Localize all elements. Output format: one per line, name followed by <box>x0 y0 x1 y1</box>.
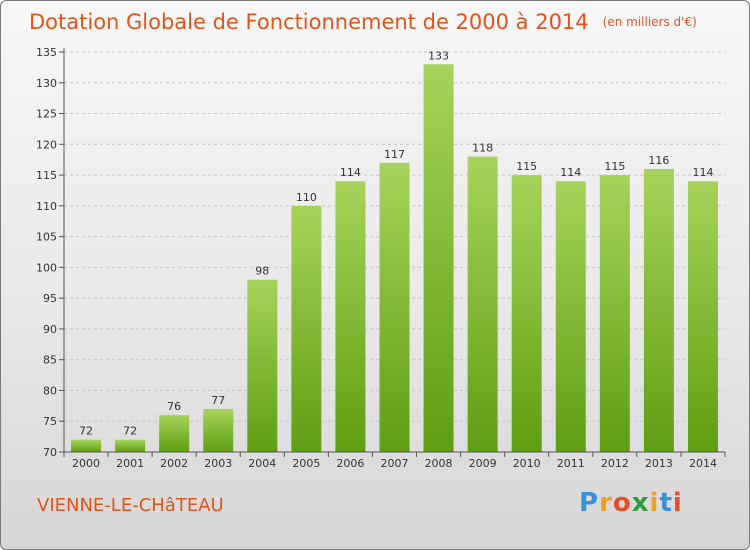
bar <box>599 175 630 453</box>
y-tick-label: 95 <box>43 292 57 305</box>
bar-value-label: 98 <box>255 265 269 278</box>
x-tick-label: 2008 <box>425 457 453 470</box>
bar <box>335 181 366 452</box>
bar-value-label: 114 <box>692 166 713 179</box>
x-tick-label: 2002 <box>160 457 188 470</box>
axes: 70 75 80 85 90 95 100 105 110 115 120 125 130 135 2000… <box>36 46 726 470</box>
bar <box>467 156 498 452</box>
bar <box>687 181 718 452</box>
bar <box>203 408 234 452</box>
y-tick-label: 130 <box>36 77 57 90</box>
x-tick-label: 2001 <box>116 457 144 470</box>
bar-value-label: 117 <box>384 148 405 161</box>
bar <box>159 415 190 452</box>
bar <box>423 64 454 453</box>
y-tick-label: 85 <box>43 354 57 367</box>
x-tick-label: 2009 <box>469 457 497 470</box>
bars: 72 72 76 77 98 110 114 117 133 118 115 114 115 116 114 <box>71 49 718 453</box>
y-tick-label: 120 <box>36 138 57 151</box>
x-tick-label: 2012 <box>601 457 629 470</box>
y-tick-label: 135 <box>36 46 57 59</box>
y-tick-label: 110 <box>36 200 57 213</box>
bar-value-label: 115 <box>516 160 537 173</box>
bar-value-label: 118 <box>472 142 493 155</box>
bar <box>511 175 542 453</box>
x-tick-label: 2000 <box>72 457 100 470</box>
chart-title: Dotation Globale de Fonctionnement de 20… <box>29 7 697 37</box>
bar <box>555 181 586 452</box>
bar-value-label: 133 <box>428 49 449 62</box>
x-tick-label: 2005 <box>292 457 320 470</box>
bar-value-label: 110 <box>296 191 317 204</box>
x-tick-label: 2014 <box>689 457 717 470</box>
bar-value-label: 72 <box>123 425 137 438</box>
bar <box>71 439 102 452</box>
y-tick-label: 115 <box>36 169 57 182</box>
x-tick-label: 2010 <box>513 457 541 470</box>
bar-value-label: 115 <box>604 160 625 173</box>
bar <box>115 439 146 452</box>
x-tick-label: 2013 <box>645 457 673 470</box>
bar-value-label: 72 <box>79 425 93 438</box>
bar-value-label: 76 <box>167 400 181 413</box>
bar <box>379 162 410 452</box>
y-tick-label: 100 <box>36 261 57 274</box>
x-tick-label: 2003 <box>204 457 232 470</box>
x-tick-label: 2006 <box>336 457 364 470</box>
bar-value-label: 114 <box>340 166 361 179</box>
commune-name: VIENNE-LE-CHâTEAU <box>37 495 224 516</box>
y-tick-label: 105 <box>36 231 57 244</box>
y-tick-label: 90 <box>43 323 57 336</box>
y-tick-label: 70 <box>43 446 57 459</box>
x-tick-label: 2007 <box>381 457 409 470</box>
bar-value-label: 77 <box>211 394 225 407</box>
unit-label: (en milliers d'€) <box>602 15 697 29</box>
bar <box>291 205 322 452</box>
y-tick-label: 75 <box>43 415 57 428</box>
title-text: Dotation Globale de Fonctionnement de 20… <box>29 10 589 34</box>
y-tick-label: 80 <box>43 384 57 397</box>
bar <box>247 279 278 452</box>
x-tick-label: 2011 <box>557 457 585 470</box>
y-tick-label: 125 <box>36 108 57 121</box>
bar <box>643 168 674 452</box>
x-tick-label: 2004 <box>248 457 276 470</box>
bar-value-label: 114 <box>560 166 581 179</box>
bar-value-label: 116 <box>648 154 669 167</box>
proxiti-logo[interactable]: Proxiti <box>579 488 683 518</box>
